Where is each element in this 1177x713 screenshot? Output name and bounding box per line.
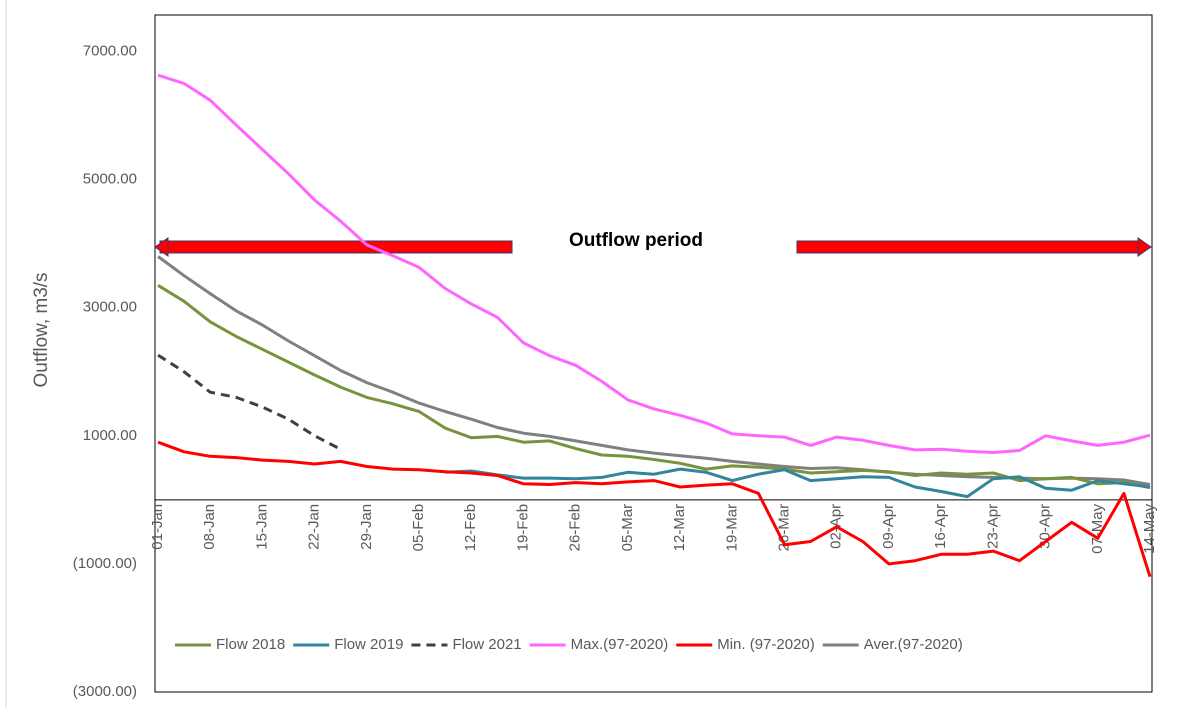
x-tick-label: 12-Feb <box>462 504 479 552</box>
x-tick-label: 14-May <box>1141 503 1158 554</box>
y-axis-title: Outflow, m3/s <box>31 272 52 387</box>
legend-label: Max.(97-2020) <box>571 636 669 653</box>
x-tick-label: 23-Apr <box>984 504 1001 549</box>
y-tick-label: 1000.00 <box>83 427 137 444</box>
y-tick-label: 7000.00 <box>83 42 137 59</box>
legend: Flow 2018 Flow 2019 Flow 2021 Max.(97-2020)… <box>175 636 963 653</box>
x-tick-label: 12-Mar <box>671 504 688 552</box>
series-line <box>157 284 1151 490</box>
x-tick-label: 19-Feb <box>514 504 531 552</box>
arrow-right-bar <box>796 240 1141 254</box>
arrow-left-head <box>154 237 169 257</box>
series-line <box>445 467 1151 499</box>
x-tick-label: 29-Jan <box>358 504 375 550</box>
x-tick-label: 26-Mar <box>775 504 792 552</box>
series-line <box>157 255 1151 486</box>
y-tick-label: (1000.00) <box>73 555 137 572</box>
outflow-arrows <box>154 237 1152 257</box>
x-tick-label: 01-Jan <box>149 504 166 550</box>
x-tick-label: 26-Feb <box>567 504 584 552</box>
x-tick-label: 05-Mar <box>619 504 636 552</box>
annotation: Outflow period <box>569 230 703 251</box>
x-tick-label: 16-Apr <box>932 504 949 549</box>
series-line <box>157 440 1152 578</box>
series-line <box>157 353 342 451</box>
y-tick-label: (3000.00) <box>73 683 137 700</box>
x-tick-label: 05-Feb <box>410 504 427 552</box>
arrow-left-bar <box>159 240 513 254</box>
y-tick-label: 3000.00 <box>83 299 137 316</box>
legend-label: Aver.(97-2020) <box>864 636 963 653</box>
legend-label: Flow 2018 <box>216 636 285 653</box>
x-tick-label: 08-Jan <box>201 504 218 550</box>
legend-label: Min. (97-2020) <box>717 636 815 653</box>
x-tick-label: 09-Apr <box>880 504 897 549</box>
legend-label: Flow 2021 <box>452 636 521 653</box>
x-tick-label: 22-Jan <box>306 504 323 550</box>
plot-border <box>154 14 1153 693</box>
arrow-right-head <box>1137 237 1152 257</box>
y-tick-label: 5000.00 <box>83 171 137 188</box>
x-tick-label: 15-Jan <box>253 504 270 550</box>
legend-label: Flow 2019 <box>334 636 403 653</box>
x-tick-label: 19-Mar <box>723 504 740 552</box>
x-tick-label: 07-May <box>1089 503 1106 554</box>
series-line <box>157 73 1151 454</box>
